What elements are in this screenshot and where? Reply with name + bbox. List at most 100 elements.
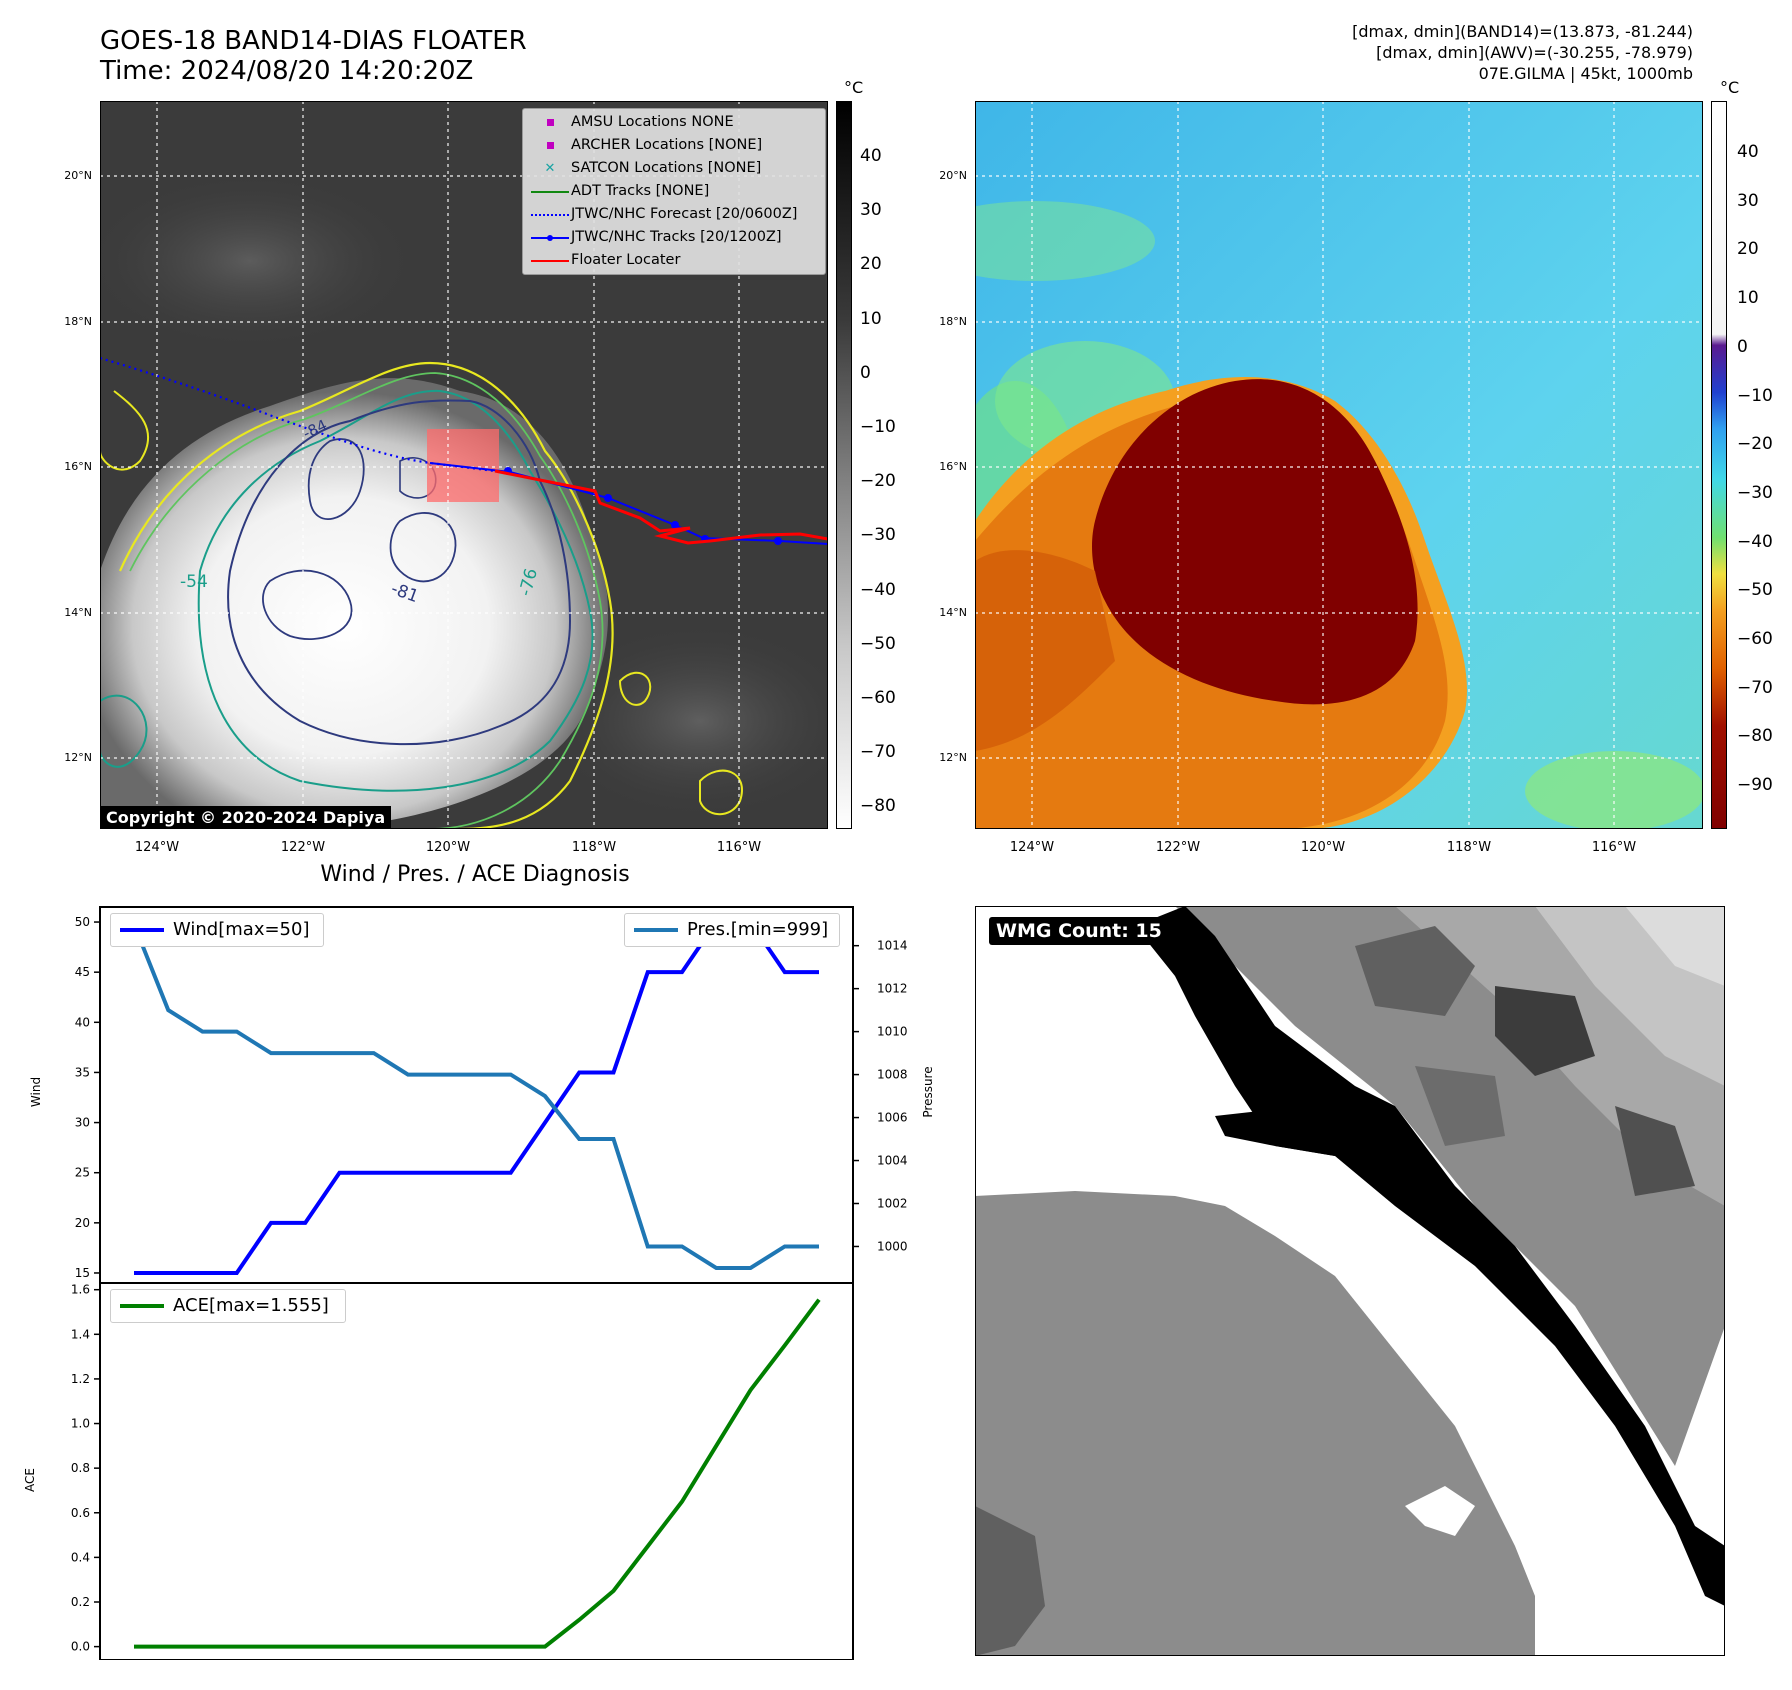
wind-tick-label: 25	[75, 1166, 90, 1180]
colorbar-tick-label: −60	[1737, 629, 1773, 649]
ace-tick-label: 1.0	[71, 1417, 90, 1431]
lat-label: 14°N	[64, 606, 92, 619]
colorbar-tick-label: −20	[1737, 434, 1773, 455]
square-marker-icon	[531, 138, 569, 154]
x-marker-icon: ✕	[544, 161, 556, 176]
lon-label: 120°W	[425, 840, 471, 855]
ace-legend: ACE[max=1.555]	[110, 1289, 346, 1323]
wind-tick-label: 45	[75, 965, 90, 979]
legend-floater: Floater Locater	[523, 251, 825, 273]
colorbar-tick-label: 30	[1737, 190, 1759, 211]
colorbar-tick-label: −50	[1737, 580, 1773, 601]
pressure-tick-label: 1010	[877, 1025, 908, 1039]
legend-forecast: JTWC/NHC Forecast [20/0600Z]	[523, 205, 825, 227]
diagnosis-chart: 15 20 25 30 35 40 45 50 1000 1002 1004 1006 1008 1010…	[23, 906, 935, 1660]
dotted-line-icon	[531, 207, 569, 223]
colorbar-tick-label: −60	[860, 688, 896, 708]
ace-series-line	[134, 1298, 821, 1649]
colorbar-tick-label: 20	[860, 254, 882, 275]
colorbar-tick-label: 10	[860, 308, 882, 329]
ace-tick-label: 0.2	[71, 1595, 90, 1609]
legend-archer: ARCHER Locations [NONE]	[523, 136, 825, 158]
colorbar-right	[1711, 101, 1727, 829]
wmg-panel	[975, 906, 1725, 1656]
ace-tick-label: 0.6	[71, 1506, 90, 1520]
pressure-tick-label: 1002	[877, 1197, 908, 1211]
pressure-tick-label: 1014	[877, 939, 908, 953]
legend-tracks: JTWC/NHC Tracks [20/1200Z]	[523, 228, 825, 250]
wind-plot-frame	[99, 906, 854, 1284]
square-marker-icon	[531, 115, 569, 131]
legend-amsu: AMSU Locations NONE	[523, 113, 825, 135]
colorbar-tick-label: 40	[1737, 142, 1759, 162]
lon-label: 118°W	[571, 840, 617, 855]
colorbar-left	[836, 101, 852, 829]
pressure-series-line	[132, 923, 819, 1270]
wind-tick-label: 15	[75, 1266, 90, 1280]
line-marker-icon	[531, 230, 569, 246]
ace-tick-label: 0.4	[71, 1550, 90, 1564]
wind-axis-label: Wind	[29, 1077, 43, 1107]
wmg-count-badge: WMG Count: 15	[989, 917, 1169, 945]
pressure-tick-label: 1000	[877, 1239, 908, 1253]
colorbar-tick-label: −70	[1737, 677, 1773, 698]
lon-label: 124°W	[1009, 840, 1055, 855]
diagnosis-title: Wind / Pres. / ACE Diagnosis	[320, 862, 630, 887]
lon-label: 118°W	[1446, 840, 1492, 855]
contour-label-54: -54	[180, 572, 208, 592]
legend-adt: ADT Tracks [NONE]	[523, 182, 825, 204]
lon-label: 116°W	[716, 840, 762, 855]
copyright-notice: Copyright © 2020-2024 Dapiya	[100, 806, 392, 829]
colorbar-tick-label: −10	[860, 417, 896, 437]
storm-info: 07E.GILMA | 45kt, 1000mb	[1478, 64, 1693, 83]
pressure-tick-label: 1004	[877, 1154, 908, 1168]
lat-label: 20°N	[939, 169, 967, 182]
ace-line-icon	[120, 1304, 164, 1308]
colorbar-tick-label: 40	[860, 146, 882, 166]
colorbar-tick-label: −30	[860, 525, 896, 546]
colorbar-tick-label: −80	[1737, 726, 1773, 747]
wind-tick-label: 20	[75, 1216, 90, 1230]
lon-label: 122°W	[280, 840, 326, 855]
ace-plot: 0.0 0.2 0.4 0.6 0.8 1.0 1.2 1.4 1.6	[71, 1282, 854, 1660]
colorbar-tick-label: −70	[860, 742, 896, 763]
lat-label: 18°N	[64, 315, 92, 328]
lon-label: 124°W	[134, 840, 180, 855]
lat-label: 12°N	[64, 751, 92, 764]
colorbar-tick-label: −30	[1737, 482, 1773, 503]
pressure-tick-label: 1012	[877, 982, 908, 996]
ace-axis-label: ACE	[23, 1468, 37, 1492]
colorbar-left-unit: °C	[844, 78, 864, 97]
lat-label: 14°N	[939, 606, 967, 619]
wind-series-line	[134, 920, 819, 1275]
ace-tick-label: 0.8	[71, 1461, 90, 1475]
line-icon	[531, 253, 569, 269]
pressure-tick-label: 1008	[877, 1068, 908, 1082]
colorbar-tick-label: −90	[1737, 775, 1773, 796]
lon-label: 116°W	[1591, 840, 1637, 855]
lon-label: 120°W	[1300, 840, 1346, 855]
colorbar-right-unit: °C	[1720, 78, 1740, 97]
wind-legend: Wind[max=50]	[110, 913, 324, 947]
pressure-legend: Pres.[min=999]	[624, 913, 840, 947]
line-icon	[531, 184, 569, 200]
colorbar-tick-label: 20	[1737, 239, 1759, 260]
colorbar-tick-label: −10	[1737, 385, 1773, 406]
figure-title: GOES-18 BAND14-DIAS FLOATER	[100, 26, 527, 56]
pressure-axis-label: Pressure	[921, 1066, 935, 1117]
pressure-line-icon	[634, 928, 678, 932]
ace-tick-label: 1.6	[71, 1283, 90, 1297]
lat-label: 16°N	[64, 460, 92, 473]
figure-time: Time: 2024/08/20 14:20:20Z	[100, 56, 474, 86]
lat-label: 20°N	[64, 169, 92, 182]
wind-tick-label: 50	[75, 915, 90, 929]
colorbar-tick-label: −50	[860, 633, 896, 654]
colorbar-tick-label: 10	[1737, 288, 1759, 309]
legend-satcon: ✕ SATCON Locations [NONE]	[523, 159, 825, 181]
lon-label: 122°W	[1155, 840, 1201, 855]
lat-label: 16°N	[939, 460, 967, 473]
awv-map	[975, 101, 1703, 829]
ace-tick-label: 1.2	[71, 1372, 90, 1386]
wind-tick-label: 40	[75, 1015, 90, 1029]
map-legend: AMSU Locations NONE ARCHER Locations [NO…	[522, 108, 826, 275]
